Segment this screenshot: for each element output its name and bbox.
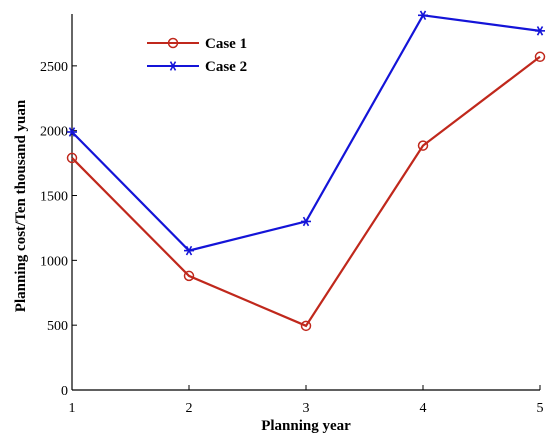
x-ticks: 1 2 3 4 5 <box>69 385 544 416</box>
data-point-case-2 <box>535 26 545 36</box>
series-markers <box>66 10 546 332</box>
legend-marker-case-1 <box>167 37 179 49</box>
data-point-case-2 <box>418 10 428 21</box>
series-line-case-1 <box>71 55 541 328</box>
series-line-case-2 <box>71 14 541 252</box>
data-point-case-2 <box>67 127 77 137</box>
legend-label-case-2: Case 2 <box>205 59 247 75</box>
y-tick-label: 500 <box>47 319 68 334</box>
x-tick-label: 4 <box>420 401 427 416</box>
y-axis-title: Planning cost/Ten thousand yuan <box>13 99 29 312</box>
x-tick-label: 1 <box>69 401 76 416</box>
data-point-case-1 <box>534 51 546 63</box>
legend-asterisk <box>168 61 178 71</box>
y-tick-label: 0 <box>61 384 68 399</box>
x-tick-label: 5 <box>537 401 544 416</box>
y-tick-label: 2500 <box>40 60 68 75</box>
legend-marker-case-2 <box>168 61 178 71</box>
y-ticks: 0 500 1000 1500 2000 2500 <box>40 60 77 399</box>
legend: Case 1 Case 2 <box>147 36 247 75</box>
data-point-case-2 <box>301 216 311 227</box>
data-point-case-1 <box>66 152 78 164</box>
x-tick-label: 3 <box>303 401 310 416</box>
legend-label-case-1: Case 1 <box>205 36 247 52</box>
x-tick-label: 2 <box>186 401 193 416</box>
y-tick-label: 1000 <box>40 254 68 269</box>
data-point-case-1 <box>300 320 312 332</box>
y-tick-label: 1500 <box>40 190 68 205</box>
x-axis-title: Planning year <box>261 418 351 434</box>
series-lines <box>71 14 541 328</box>
data-point-case-1 <box>183 270 195 282</box>
data-point-case-1 <box>417 140 429 151</box>
y-tick-label: 2000 <box>40 125 68 140</box>
data-point-case-2 <box>184 245 194 256</box>
